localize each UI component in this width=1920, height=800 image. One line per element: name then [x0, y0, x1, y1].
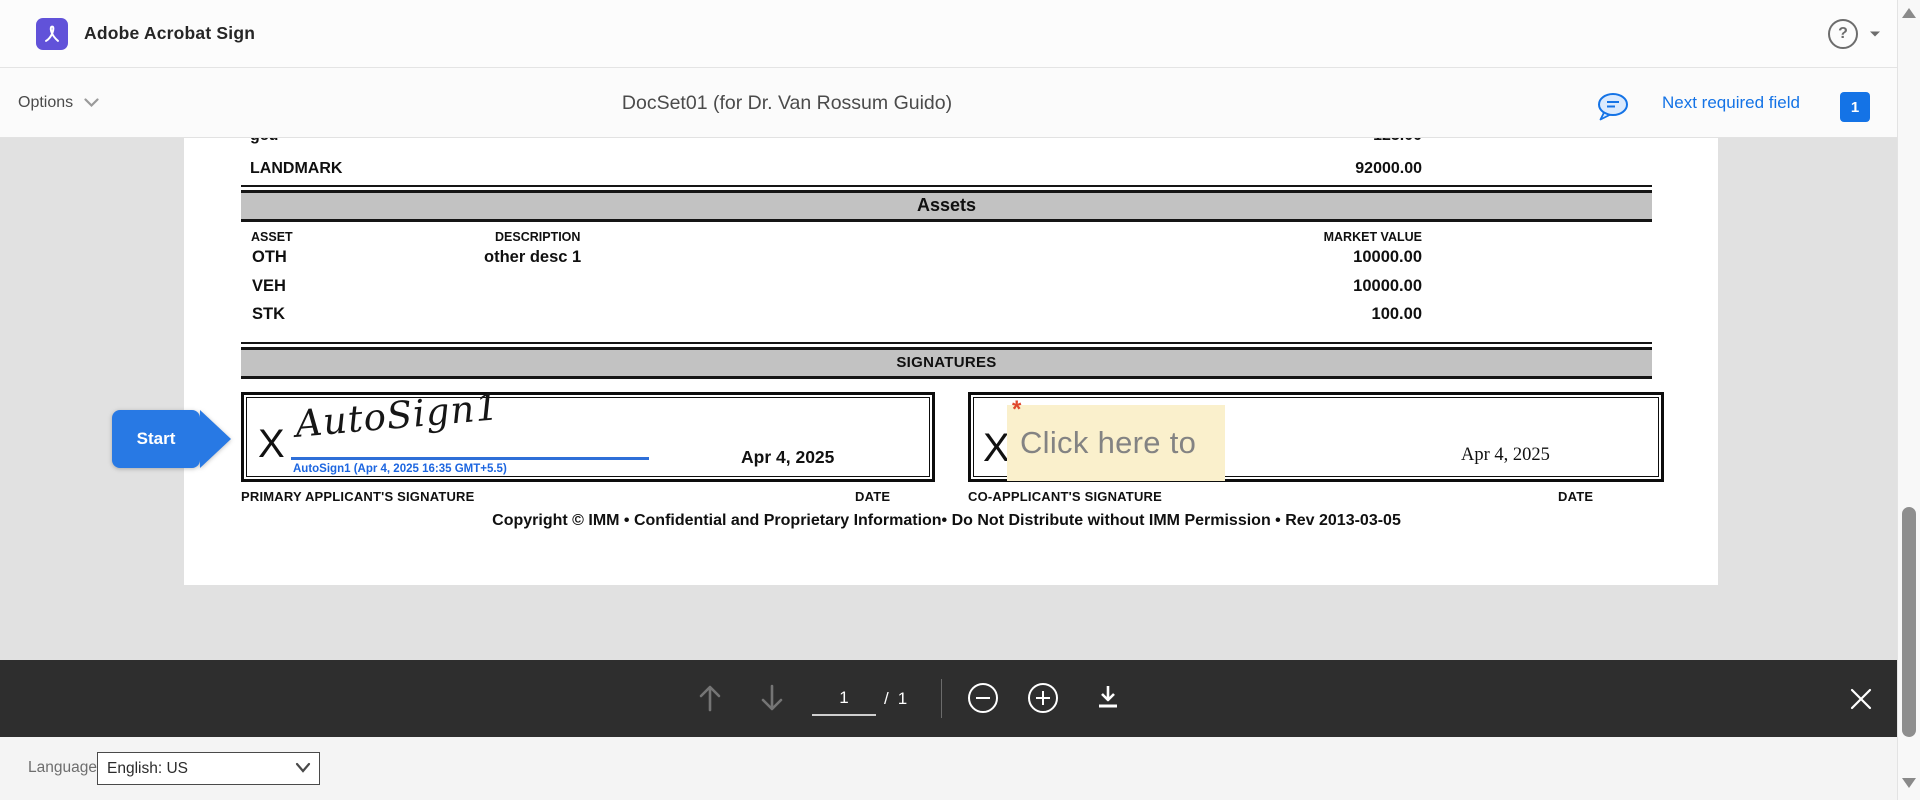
app-title: Adobe Acrobat Sign [84, 23, 256, 43]
start-field-tab[interactable]: Start [112, 410, 231, 468]
assets-section-header: Assets [241, 190, 1652, 222]
divider [241, 342, 1652, 344]
document-title: DocSet01 (for Dr. Van Rossum Guido) [621, 92, 953, 114]
download-icon[interactable] [1094, 684, 1122, 712]
signatures-section-header: SIGNATURES [241, 347, 1652, 379]
required-count-badge: 1 [1840, 92, 1870, 122]
acrobat-logo-icon [45, 25, 59, 42]
doc-row-label: LANDMARK [250, 160, 343, 177]
signature-x-mark: X [258, 422, 285, 466]
primary-signature-caption: PRIMARY APPLICANT'S SIGNATURE [241, 489, 475, 504]
toolbar-divider [941, 679, 942, 718]
next-required-field-link[interactable]: Next required field [1662, 93, 1800, 112]
help-icon: ? [1838, 25, 1848, 42]
close-icon[interactable] [1848, 686, 1874, 712]
column-header-market-value: MARKET VALUE [1323, 230, 1422, 244]
primary-signature-inner: X AutoSign1 AutoSign1 (Apr 4, 2025 16:35… [246, 385, 930, 477]
sign-placeholder-text: Click here to [1020, 425, 1197, 460]
click-to-sign-field[interactable]: Click here to [1007, 405, 1225, 481]
table-cell: VEH [252, 277, 286, 295]
table-cell: 10000.00 [1353, 248, 1422, 266]
co-applicant-signature-inner: X Click here to * Apr 4, 2025 [973, 396, 1659, 481]
zoom-in-icon[interactable] [1026, 681, 1060, 715]
table-cell: OTH [252, 248, 287, 266]
page-number-input[interactable] [812, 682, 876, 716]
co-applicant-signature-caption: CO-APPLICANT'S SIGNATURE [968, 489, 1162, 504]
page-separator: / [884, 689, 889, 708]
chevron-down-icon [84, 98, 99, 108]
doc-row-value: 125.00 [1373, 138, 1422, 145]
app-header: Adobe Acrobat Sign ? [0, 0, 1920, 68]
help-caret-icon[interactable] [1868, 29, 1882, 39]
language-bar: Language English: US [0, 737, 1920, 800]
vertical-scrollbar[interactable] [1897, 0, 1920, 800]
pdf-toolbar: / 1 [0, 660, 1897, 737]
scroll-up-arrow-icon[interactable] [1902, 8, 1916, 18]
co-applicant-signature-field: X Click here to * Apr 4, 2025 [968, 392, 1664, 482]
document-footer-note: Copyright © IMM • Confidential and Propr… [492, 512, 1401, 529]
divider [241, 185, 1652, 187]
previous-page-icon[interactable] [696, 683, 724, 713]
table-cell: 100.00 [1371, 305, 1422, 323]
options-button[interactable]: Options [18, 68, 99, 138]
required-asterisk: * [1012, 396, 1022, 423]
acrobat-logo [36, 18, 68, 50]
zoom-out-icon[interactable] [966, 681, 1000, 715]
next-page-icon[interactable] [758, 683, 786, 713]
table-cell: STK [252, 305, 285, 323]
total-pages: 1 [897, 689, 908, 708]
options-label: Options [18, 94, 74, 111]
date-caption: DATE [855, 489, 891, 504]
doc-row-label: gcu [250, 138, 278, 145]
scrollbar-thumb[interactable] [1902, 507, 1916, 737]
signature-underline [291, 457, 649, 460]
pdf-page: gcu 125.00 LANDMARK 92000.00 Assets ASSE… [184, 138, 1718, 585]
language-select[interactable]: English: US [97, 752, 320, 785]
primary-signature-field[interactable]: X AutoSign1 AutoSign1 (Apr 4, 2025 16:35… [241, 385, 935, 482]
column-header-description: DESCRIPTION [495, 230, 581, 244]
doc-row-value: 92000.00 [1355, 160, 1422, 177]
signature-x-mark: X [983, 426, 1010, 470]
table-cell: 10000.00 [1353, 277, 1422, 295]
signature-date: Apr 4, 2025 [1461, 445, 1550, 465]
help-button[interactable]: ? [1828, 19, 1858, 49]
signature-date: Apr 4, 2025 [741, 447, 835, 467]
document-nav-bar: Options DocSet01 (for Dr. Van Rossum Gui… [0, 68, 1920, 138]
date-caption: DATE [1558, 489, 1594, 504]
applied-signature: AutoSign1 [293, 385, 502, 446]
comment-bubble-icon[interactable] [1596, 92, 1632, 124]
start-tab-label: Start [136, 429, 176, 448]
language-select-wrap: English: US [97, 752, 320, 785]
scroll-down-arrow-icon[interactable] [1902, 778, 1916, 788]
language-label: Language [28, 759, 97, 776]
document-viewport: gcu 125.00 LANDMARK 92000.00 Assets ASSE… [0, 138, 1920, 660]
table-cell: other desc 1 [484, 248, 582, 266]
column-header-asset: ASSET [251, 230, 293, 244]
signature-detail-text: AutoSign1 (Apr 4, 2025 16:35 GMT+5.5) [293, 463, 507, 475]
page-count: / 1 [884, 660, 907, 737]
